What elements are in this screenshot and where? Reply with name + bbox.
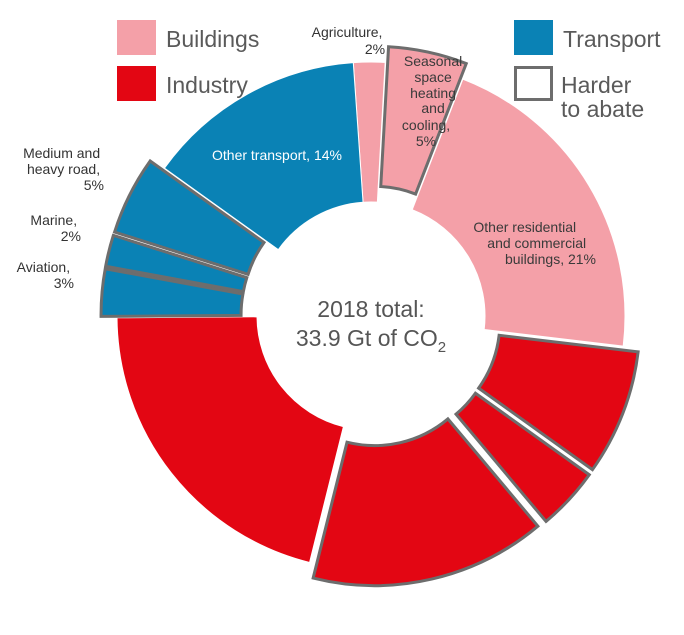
label-other-buildings: Other residential and commercial buildin… xyxy=(473,219,596,267)
label-aviation-line1: Aviation, xyxy=(17,259,70,275)
center-total-subscript: 2 xyxy=(438,339,446,356)
slice-buildings-1 xyxy=(379,45,469,197)
label-seasonal-line4: and xyxy=(421,100,444,116)
slice-transport-8 xyxy=(103,233,249,294)
center-total: 2018 total: 33.9 Gt of CO2 xyxy=(296,296,446,356)
label-marine: Marine, 2% xyxy=(30,212,81,244)
slice-buildings-0 xyxy=(352,61,386,203)
slice-industry-4 xyxy=(453,391,592,524)
legend-label-harder-line1: Harder xyxy=(561,72,632,98)
legend-label-buildings: Buildings xyxy=(166,26,259,52)
legend-swatch-buildings xyxy=(117,20,156,55)
label-medium-heavy-road: Medium and heavy road, 5% xyxy=(23,145,104,193)
slices-group xyxy=(99,45,640,588)
legend-label-industry: Industry xyxy=(166,72,248,98)
label-marine-line1: Marine, xyxy=(30,212,77,228)
slice-industry-5 xyxy=(311,416,540,588)
label-other-buildings-line3: buildings, 21% xyxy=(505,251,596,267)
slice-transport-10 xyxy=(163,62,364,251)
label-agriculture: Agriculture, 2% xyxy=(312,24,387,57)
label-seasonal-line2: space xyxy=(414,69,452,85)
label-seasonal-heating: Seasonal space heating and cooling, 5% xyxy=(402,53,466,149)
slice-buildings-2 xyxy=(411,78,626,347)
legend-label-harder-to-abate: Harder to abate xyxy=(561,72,644,122)
legend: Buildings Industry Transport Harder to a… xyxy=(117,20,661,122)
label-seasonal-line6: 5% xyxy=(416,133,436,149)
label-other-transport: Other transport, 14% xyxy=(212,147,342,163)
label-aviation-line2: 3% xyxy=(54,275,74,291)
label-marine-line2: 2% xyxy=(61,228,81,244)
label-agriculture-line2: 2% xyxy=(365,41,385,57)
label-aviation: Aviation, 3% xyxy=(17,259,74,291)
label-seasonal-line3: heating xyxy=(410,85,456,101)
center-total-value: 33.9 Gt of CO2 xyxy=(296,325,446,356)
slice-industry-6 xyxy=(116,316,345,564)
legend-label-harder-line2: to abate xyxy=(561,96,644,122)
label-agriculture-line1: Agriculture, xyxy=(312,24,383,40)
slice-labels: Agriculture, 2% Seasonal space heating a… xyxy=(17,24,596,291)
label-road-line1: Medium and xyxy=(23,145,100,161)
slice-industry-3 xyxy=(476,333,640,472)
label-road-line2: heavy road, xyxy=(27,161,100,177)
label-seasonal-line5: cooling, xyxy=(402,117,450,133)
legend-swatch-harder-to-abate xyxy=(514,66,553,101)
legend-label-transport: Transport xyxy=(563,26,661,52)
slice-transport-9 xyxy=(112,158,267,277)
legend-swatch-transport xyxy=(514,20,553,55)
slice-transport-7 xyxy=(99,267,245,318)
label-other-buildings-line1: Other residential xyxy=(473,219,576,235)
center-title: 2018 total: xyxy=(317,296,424,322)
legend-swatch-industry xyxy=(117,66,156,101)
label-other-buildings-line2: and commercial xyxy=(487,235,586,251)
label-seasonal-line1: Seasonal xyxy=(404,53,462,69)
center-total-text: 33.9 Gt of CO xyxy=(296,325,438,351)
label-road-line3: 5% xyxy=(84,177,104,193)
